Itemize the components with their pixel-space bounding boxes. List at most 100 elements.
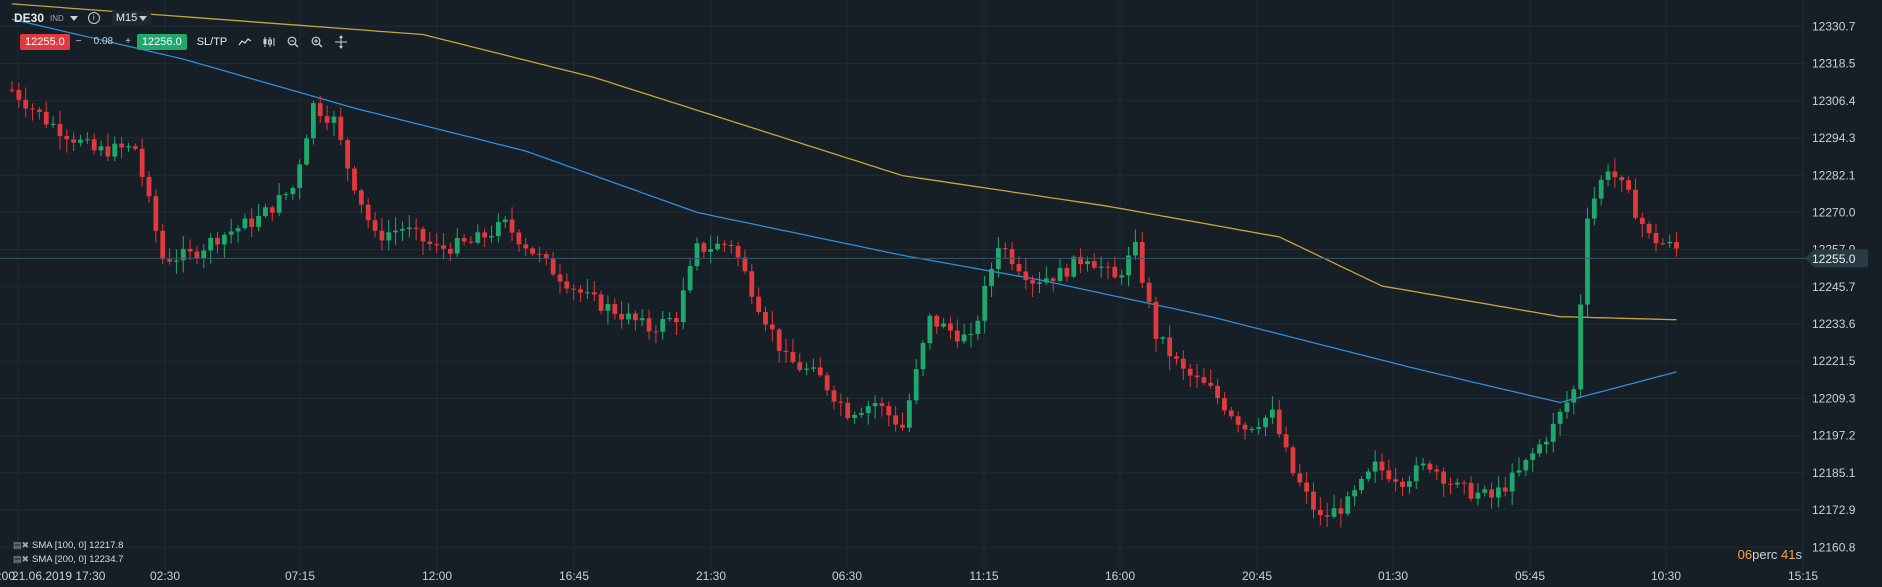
candle-body <box>1167 337 1173 357</box>
candle-body <box>1578 304 1584 390</box>
y-tick-label: 12282.1 <box>1812 168 1856 182</box>
candle-body <box>941 323 946 327</box>
candle-body <box>920 343 926 370</box>
candle-body <box>1400 481 1405 487</box>
candle-body <box>1071 256 1077 277</box>
candle-body <box>180 248 186 261</box>
candle-body <box>1502 487 1508 492</box>
sltp-button[interactable]: SL/TP <box>196 35 228 48</box>
candle-body <box>1591 198 1597 219</box>
candle-body <box>1407 481 1412 487</box>
candle-body <box>1523 459 1529 471</box>
candle-body <box>811 367 816 369</box>
volume-input[interactable]: 0.08 <box>93 36 114 47</box>
countdown-unit: s <box>1795 547 1803 562</box>
y-tick-label: 12330.7 <box>1812 19 1856 33</box>
timeframe-label: M15 <box>115 12 138 24</box>
zoom-in-icon[interactable] <box>309 34 325 50</box>
candle-body <box>783 350 789 353</box>
x-tick-label: 12:00 <box>422 569 452 583</box>
candle-body <box>543 254 549 259</box>
candle-body <box>71 139 77 143</box>
line-chart-icon[interactable] <box>237 34 253 50</box>
y-tick-label: 12318.5 <box>1812 57 1856 71</box>
sell-button[interactable]: 12255.0 <box>20 33 70 50</box>
candle-body <box>30 108 35 110</box>
candle-body <box>982 285 988 321</box>
candle-body <box>516 232 522 245</box>
candles <box>9 81 1679 528</box>
candle-body <box>50 123 56 125</box>
price-axis: 12330.7 12318.5 12306.4 12294.3 12282.1 12270… <box>1805 19 1868 554</box>
candle-body <box>968 334 974 336</box>
candle-body <box>194 251 200 259</box>
indicator-settings-icon[interactable]: ▤✖ <box>13 540 30 550</box>
candle-body <box>859 413 864 415</box>
candle-body <box>174 260 179 262</box>
candle-body <box>283 194 289 196</box>
x-tick-label: 15:15 <box>1788 569 1818 583</box>
candle-body <box>1064 268 1070 277</box>
time-axis: 21.06.2019 17:30 02:30 07:15 12:00 16:45 21:3… <box>0 569 1818 583</box>
candles-icon[interactable] <box>261 34 277 50</box>
candle-body <box>1653 233 1659 244</box>
sma-100-legend[interactable]: ▤✖ SMA [100, 0] 12217.8 <box>13 540 123 551</box>
indicator-settings-icon[interactable]: ▤✖ <box>13 554 30 564</box>
candle-body <box>317 103 323 117</box>
candle-body <box>16 89 22 100</box>
countdown-minutes: 06 <box>1737 547 1753 562</box>
candle-body <box>530 248 535 254</box>
candle-body <box>1359 478 1364 491</box>
candle-body <box>393 230 398 233</box>
info-icon[interactable]: i <box>87 12 100 24</box>
candle-body <box>1297 473 1303 483</box>
candle-body <box>1194 375 1200 378</box>
candle-body <box>468 241 474 243</box>
candle-body <box>1317 509 1323 516</box>
candle-body <box>228 231 234 235</box>
candle-body <box>1386 470 1392 480</box>
crosshair-icon[interactable] <box>333 34 349 50</box>
sma-200-path <box>11 3 1677 321</box>
candle-body <box>1454 482 1460 485</box>
candle-body <box>1105 266 1111 268</box>
x-tick-label: 16:45 <box>559 569 589 583</box>
candle-body <box>119 143 124 148</box>
candle-body <box>1146 282 1152 302</box>
candle-body <box>495 222 501 237</box>
candle-body <box>975 320 981 335</box>
candle-body <box>1365 471 1371 479</box>
candle-body <box>1509 472 1515 492</box>
symbol-name[interactable]: DE30 <box>14 11 45 25</box>
candle-body <box>1448 483 1453 485</box>
y-tick-label: 12197.2 <box>1812 429 1856 443</box>
candle-body <box>1537 444 1542 454</box>
candle-body <box>591 292 597 295</box>
candle-body <box>1639 217 1645 225</box>
symbol-dropdown-icon[interactable] <box>69 15 78 21</box>
x-tick-label: 10:30 <box>1651 569 1681 583</box>
sma-200-legend[interactable]: ▤✖ SMA [200, 0] 12234.7 <box>13 554 123 565</box>
y-tick-label: 12233.6 <box>1812 317 1856 331</box>
candle-body <box>954 330 960 342</box>
zoom-out-icon[interactable] <box>285 34 301 50</box>
candle-body <box>1598 179 1604 199</box>
candle-body <box>564 281 570 289</box>
plus-button[interactable]: + <box>125 36 131 47</box>
timeframe-select[interactable]: M15 <box>111 11 152 25</box>
candle-body <box>1674 242 1679 249</box>
buy-button[interactable]: 12256.0 <box>136 33 187 50</box>
candle-body <box>502 219 508 223</box>
minus-button[interactable]: − <box>75 36 82 47</box>
candle-body <box>1530 453 1536 460</box>
candle-body <box>715 243 720 250</box>
candle-body <box>1441 471 1447 484</box>
candle-body <box>1160 337 1166 339</box>
candle-body <box>269 207 275 213</box>
candle-body <box>1187 368 1193 376</box>
candle-body <box>345 140 351 169</box>
candle-body <box>913 369 919 401</box>
candle-body <box>167 259 172 262</box>
candle-body <box>311 103 316 139</box>
